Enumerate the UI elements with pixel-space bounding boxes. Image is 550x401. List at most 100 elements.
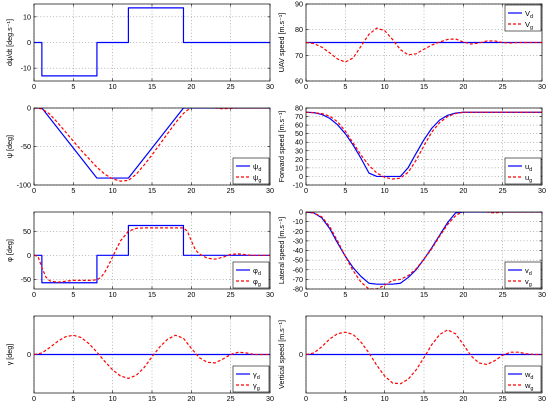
- x-tick-label: 20: [459, 82, 467, 91]
- y-tick-label: 10: [295, 163, 303, 172]
- x-tick-label: 0: [304, 186, 308, 195]
- y-tick-label: 0: [299, 208, 303, 217]
- x-tick-label: 20: [187, 394, 195, 401]
- legend-label: φd: [253, 266, 261, 277]
- x-tick-label: 15: [420, 290, 428, 299]
- y-tick-label: -100: [17, 181, 31, 190]
- x-tick-label: 0: [32, 394, 36, 401]
- legend-label: ud: [525, 162, 532, 173]
- x-tick-label: 15: [420, 186, 428, 195]
- series-line-V_g: [306, 27, 542, 63]
- x-tick-label: 30: [266, 290, 274, 299]
- y-axis-label: dψ/dt [deg.s⁻¹]: [5, 19, 14, 66]
- legend-label: φg: [253, 277, 261, 288]
- legend-label: ψd: [253, 162, 261, 173]
- legend-label: Vg: [525, 20, 533, 31]
- x-tick-label: 20: [459, 186, 467, 195]
- x-tick-label: 10: [109, 186, 117, 195]
- y-tick-label: 60: [295, 77, 303, 86]
- axes-frame: [33, 3, 271, 82]
- y-axis-label: Forward speed [m.s⁻¹]: [277, 111, 286, 183]
- x-tick-label: 25: [499, 394, 507, 401]
- y-tick-label: 90: [295, 0, 303, 9]
- series-line-v_g: [306, 212, 542, 289]
- y-tick-label: 20: [295, 155, 303, 164]
- axes-frame: [305, 315, 543, 394]
- x-tick-label: 10: [109, 290, 117, 299]
- x-tick-label: 0: [32, 186, 36, 195]
- x-tick-label: 10: [381, 394, 389, 401]
- axes-frame: [33, 107, 271, 186]
- y-tick-label: 80: [295, 25, 303, 34]
- legend-label: γd: [253, 370, 260, 381]
- x-tick-label: 15: [148, 394, 156, 401]
- legend-box: [232, 261, 270, 289]
- x-tick-label: 5: [343, 82, 347, 91]
- series-line-v_d: [306, 212, 542, 285]
- y-tick-label: 50: [295, 129, 303, 138]
- y-tick-label: 0: [27, 38, 31, 47]
- y-tick-label: 60: [295, 121, 303, 130]
- x-tick-label: 25: [227, 82, 235, 91]
- x-tick-label: 25: [227, 290, 235, 299]
- x-tick-label: 25: [227, 186, 235, 195]
- x-tick-label: 30: [538, 290, 546, 299]
- subplot-4: 0 5 10 15 20 25 30-1001020304050607080Forward …: [277, 104, 546, 196]
- x-tick-label: 20: [187, 186, 195, 195]
- y-axis-label: Vertical speed [m.s⁻¹]: [277, 320, 286, 389]
- x-tick-label: 5: [343, 394, 347, 401]
- x-tick-label: 30: [538, 82, 546, 91]
- y-axis-label: γ [deg]: [5, 344, 14, 366]
- y-tick-label: -10: [293, 181, 303, 190]
- legend-box: [504, 261, 542, 289]
- series-line-ψ_g: [34, 108, 270, 182]
- x-tick-label: 25: [227, 394, 235, 401]
- x-tick-label: 20: [459, 394, 467, 401]
- legend-label: wg: [524, 381, 533, 392]
- x-tick-label: 20: [187, 290, 195, 299]
- legend-box: [504, 157, 542, 185]
- series-line-φ_d: [34, 224, 270, 284]
- x-tick-label: 20: [187, 82, 195, 91]
- x-tick-label: 15: [148, 82, 156, 91]
- y-tick-label: -70: [293, 275, 303, 284]
- legend-box: [232, 365, 270, 393]
- axes-frame: [33, 315, 271, 394]
- y-tick-label: 70: [295, 112, 303, 121]
- y-tick-label: -40: [293, 246, 303, 255]
- y-axis-label: Lateral speed [m.s⁻¹]: [277, 217, 286, 284]
- y-tick-label: 0: [299, 350, 303, 359]
- subplot-2: 0 5 10 15 20 25 30 60 70 80 90 UAV speed [m.s⁻¹] VdV…: [277, 0, 546, 91]
- legend-box: [232, 157, 270, 185]
- y-tick-label: 0: [27, 104, 31, 113]
- axes-frame: [305, 211, 543, 290]
- y-tick-label: -20: [293, 227, 303, 236]
- x-tick-label: 10: [109, 394, 117, 401]
- x-tick-label: 5: [71, 82, 75, 91]
- y-tick-label: 30: [295, 146, 303, 155]
- series-line-series-1: [34, 7, 270, 77]
- y-tick-label: -50: [21, 275, 31, 284]
- y-tick-label: 70: [295, 51, 303, 60]
- y-tick-label: -50: [293, 256, 303, 265]
- x-tick-label: 10: [109, 82, 117, 91]
- x-tick-label: 5: [71, 290, 75, 299]
- y-axis-label: φ [deg]: [5, 239, 14, 262]
- x-tick-label: 0: [304, 82, 308, 91]
- series-line-w_g: [306, 329, 542, 385]
- x-tick-label: 25: [499, 82, 507, 91]
- x-tick-label: 5: [343, 186, 347, 195]
- y-tick-label: 80: [295, 104, 303, 113]
- y-tick-label: 0: [27, 251, 31, 260]
- legend-label: vd: [525, 266, 532, 277]
- x-tick-label: 15: [420, 394, 428, 401]
- x-tick-label: 0: [304, 394, 308, 401]
